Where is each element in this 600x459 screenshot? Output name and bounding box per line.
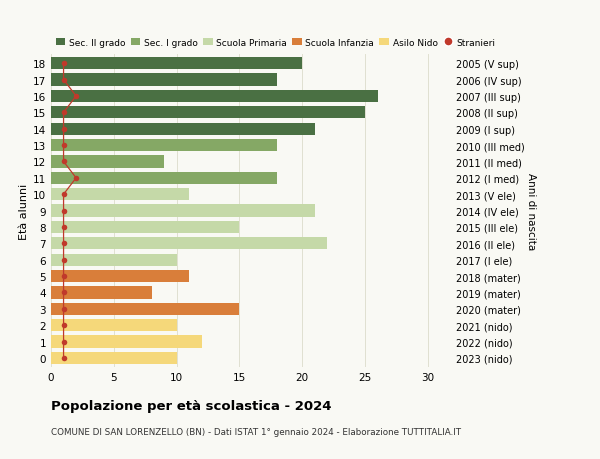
Bar — [51, 303, 239, 315]
Bar — [51, 90, 377, 103]
Point — [59, 273, 68, 280]
Bar — [51, 254, 176, 266]
Point — [59, 207, 68, 215]
Bar — [51, 123, 315, 135]
Bar — [51, 172, 277, 185]
Point — [59, 354, 68, 362]
Text: COMUNE DI SAN LORENZELLO (BN) - Dati ISTAT 1° gennaio 2024 - Elaborazione TUTTIT: COMUNE DI SAN LORENZELLO (BN) - Dati IST… — [51, 427, 461, 436]
Bar — [51, 270, 189, 283]
Bar — [51, 221, 239, 234]
Point — [59, 257, 68, 264]
Point — [59, 306, 68, 313]
Bar — [51, 189, 189, 201]
Bar — [51, 58, 302, 70]
Point — [59, 224, 68, 231]
Point — [71, 175, 81, 182]
Bar — [51, 336, 202, 348]
Point — [59, 191, 68, 198]
Point — [59, 77, 68, 84]
Bar — [51, 287, 152, 299]
Text: Popolazione per età scolastica - 2024: Popolazione per età scolastica - 2024 — [51, 399, 331, 412]
Point — [59, 61, 68, 68]
Point — [59, 158, 68, 166]
Bar — [51, 238, 328, 250]
Y-axis label: Età alunni: Età alunni — [19, 183, 29, 239]
Y-axis label: Anni di nascita: Anni di nascita — [526, 173, 536, 250]
Legend: Sec. II grado, Sec. I grado, Scuola Primaria, Scuola Infanzia, Asilo Nido, Stran: Sec. II grado, Sec. I grado, Scuola Prim… — [56, 39, 495, 47]
Bar — [51, 74, 277, 87]
Bar — [51, 140, 277, 152]
Point — [59, 240, 68, 247]
Bar — [51, 319, 176, 332]
Point — [59, 109, 68, 117]
Bar — [51, 156, 164, 168]
Bar — [51, 205, 315, 217]
Point — [59, 126, 68, 133]
Point — [71, 93, 81, 101]
Point — [59, 338, 68, 346]
Point — [59, 142, 68, 150]
Point — [59, 322, 68, 329]
Bar — [51, 107, 365, 119]
Point — [59, 289, 68, 297]
Bar — [51, 352, 176, 364]
